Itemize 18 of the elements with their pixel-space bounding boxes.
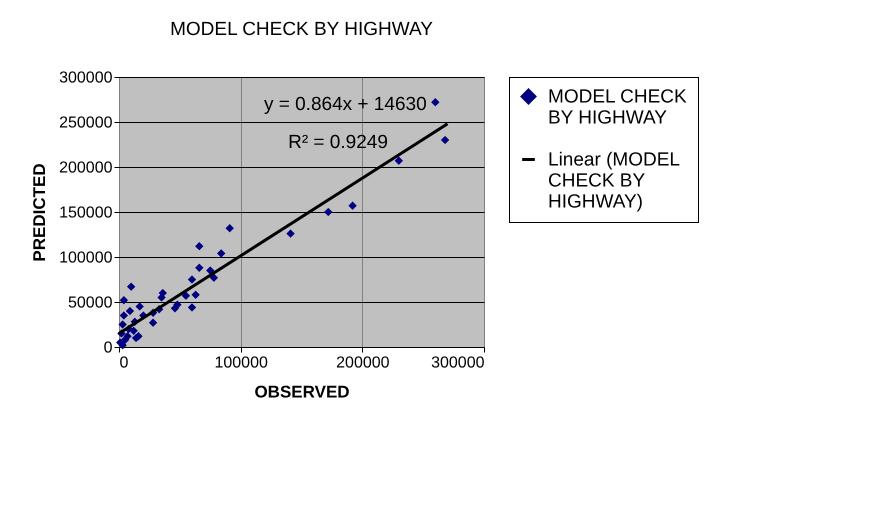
x-tick-label: 300000 xyxy=(431,354,485,372)
x-tick-label: 100000 xyxy=(214,354,268,372)
y-tick-label: 300000 xyxy=(59,70,113,86)
y-axis-title: PREDICTED xyxy=(30,163,50,262)
y-tick-label: 100000 xyxy=(59,250,113,266)
x-tick-label: 200000 xyxy=(336,354,390,372)
legend-label: Linear (MODEL CHECK BY HIGHWAY) xyxy=(548,150,680,212)
legend-label: MODEL CHECK BY HIGHWAY xyxy=(548,86,687,128)
y-tick-label: 250000 xyxy=(59,114,113,132)
y-tick-label: 200000 xyxy=(59,160,113,176)
chart-title: MODEL CHECK BY HIGHWAY xyxy=(170,19,434,40)
x-axis-title: OBSERVED xyxy=(254,382,350,402)
y-tick-label: 150000 xyxy=(59,204,113,222)
y-tick-label: 0 xyxy=(104,340,113,356)
annotation: y = 0.864x + 14630 xyxy=(264,94,427,115)
x-tick-label: 0 xyxy=(120,354,128,372)
annotation: R² = 0.9249 xyxy=(288,132,388,153)
y-tick-label: 50000 xyxy=(68,294,113,312)
